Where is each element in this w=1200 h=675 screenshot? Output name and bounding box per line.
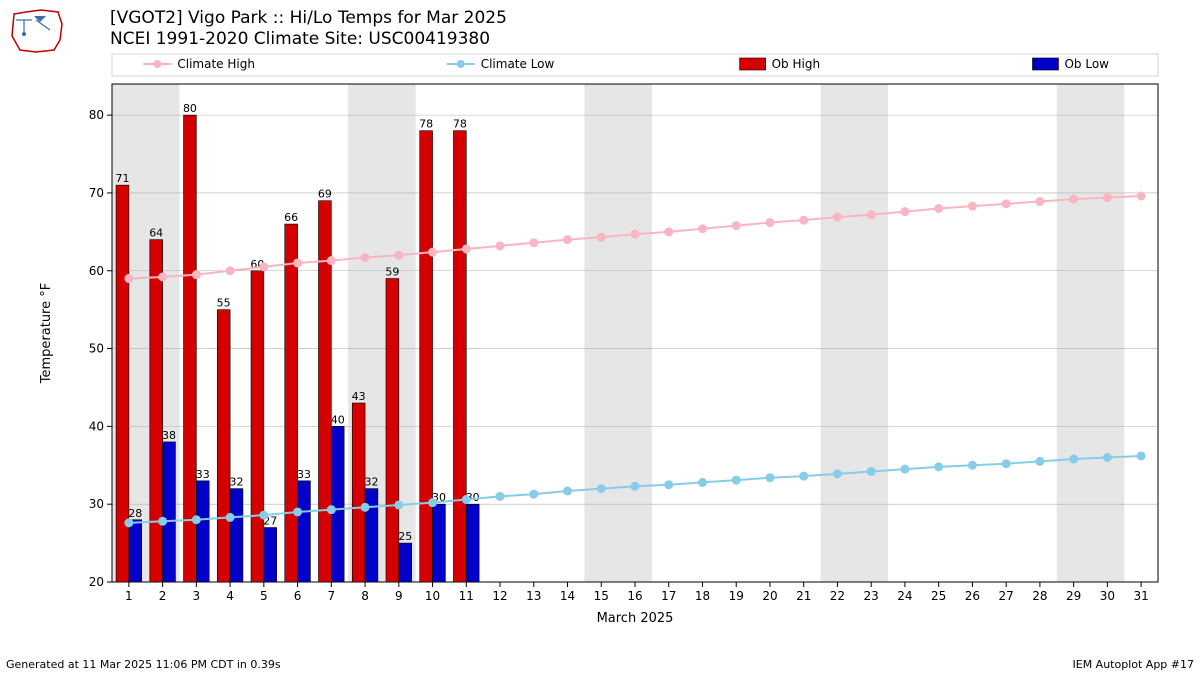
svg-text:30: 30 [89,497,104,511]
svg-text:29: 29 [1066,589,1081,603]
svg-text:78: 78 [419,118,433,131]
svg-text:19: 19 [729,589,744,603]
svg-text:25: 25 [931,589,946,603]
svg-text:64: 64 [149,227,163,240]
svg-text:18: 18 [695,589,710,603]
svg-text:Ob High: Ob High [772,57,820,71]
svg-text:31: 31 [1133,589,1148,603]
footer-app: IEM Autoplot App #17 [1073,658,1195,671]
temperature-chart: 2030405060708012345678910111213141516171… [88,52,1166,630]
svg-text:Ob Low: Ob Low [1064,57,1109,71]
svg-text:17: 17 [661,589,676,603]
svg-text:Climate High: Climate High [177,57,255,71]
svg-text:33: 33 [196,468,210,481]
chart-title: [VGOT2] Vigo Park :: Hi/Lo Temps for Mar… [110,8,507,51]
title-line-2: NCEI 1991-2020 Climate Site: USC00419380 [110,29,507,50]
svg-text:27: 27 [999,589,1014,603]
svg-text:15: 15 [594,589,609,603]
svg-text:60: 60 [89,264,104,278]
svg-text:20: 20 [89,575,104,589]
svg-text:50: 50 [89,342,104,356]
svg-text:33: 33 [297,468,311,481]
svg-text:24: 24 [897,589,912,603]
svg-text:80: 80 [183,102,197,115]
svg-text:43: 43 [352,390,366,403]
svg-text:8: 8 [361,589,369,603]
svg-text:23: 23 [864,589,879,603]
svg-text:40: 40 [89,419,104,433]
svg-text:26: 26 [965,589,980,603]
svg-text:55: 55 [217,297,231,310]
svg-text:66: 66 [284,211,298,224]
svg-text:Temperature °F: Temperature °F [39,283,54,384]
svg-text:28: 28 [1032,589,1047,603]
svg-text:80: 80 [89,108,104,122]
svg-text:6: 6 [294,589,302,603]
svg-text:32: 32 [364,476,378,489]
svg-text:3: 3 [193,589,201,603]
svg-text:March 2025: March 2025 [597,611,674,626]
title-line-1: [VGOT2] Vigo Park :: Hi/Lo Temps for Mar… [110,8,507,29]
svg-text:13: 13 [526,589,541,603]
svg-text:2: 2 [159,589,167,603]
svg-text:4: 4 [226,589,234,603]
svg-text:22: 22 [830,589,845,603]
footer-generated: Generated at 11 Mar 2025 11:06 PM CDT in… [6,658,281,671]
svg-text:11: 11 [459,589,474,603]
svg-text:14: 14 [560,589,575,603]
svg-text:38: 38 [162,429,176,442]
svg-text:1: 1 [125,589,133,603]
svg-text:32: 32 [230,476,244,489]
svg-text:69: 69 [318,188,332,201]
svg-text:28: 28 [128,507,142,520]
svg-text:16: 16 [627,589,642,603]
svg-text:5: 5 [260,589,268,603]
svg-text:7: 7 [328,589,336,603]
svg-text:40: 40 [331,413,345,426]
svg-text:71: 71 [115,172,129,185]
iem-logo [6,6,66,56]
svg-text:20: 20 [762,589,777,603]
svg-text:78: 78 [453,118,467,131]
svg-text:30: 30 [1100,589,1115,603]
svg-text:9: 9 [395,589,403,603]
svg-text:12: 12 [492,589,507,603]
svg-text:59: 59 [385,266,399,279]
svg-text:70: 70 [89,186,104,200]
svg-text:10: 10 [425,589,440,603]
svg-text:Climate Low: Climate Low [481,57,555,71]
svg-text:21: 21 [796,589,811,603]
svg-text:25: 25 [398,530,412,543]
